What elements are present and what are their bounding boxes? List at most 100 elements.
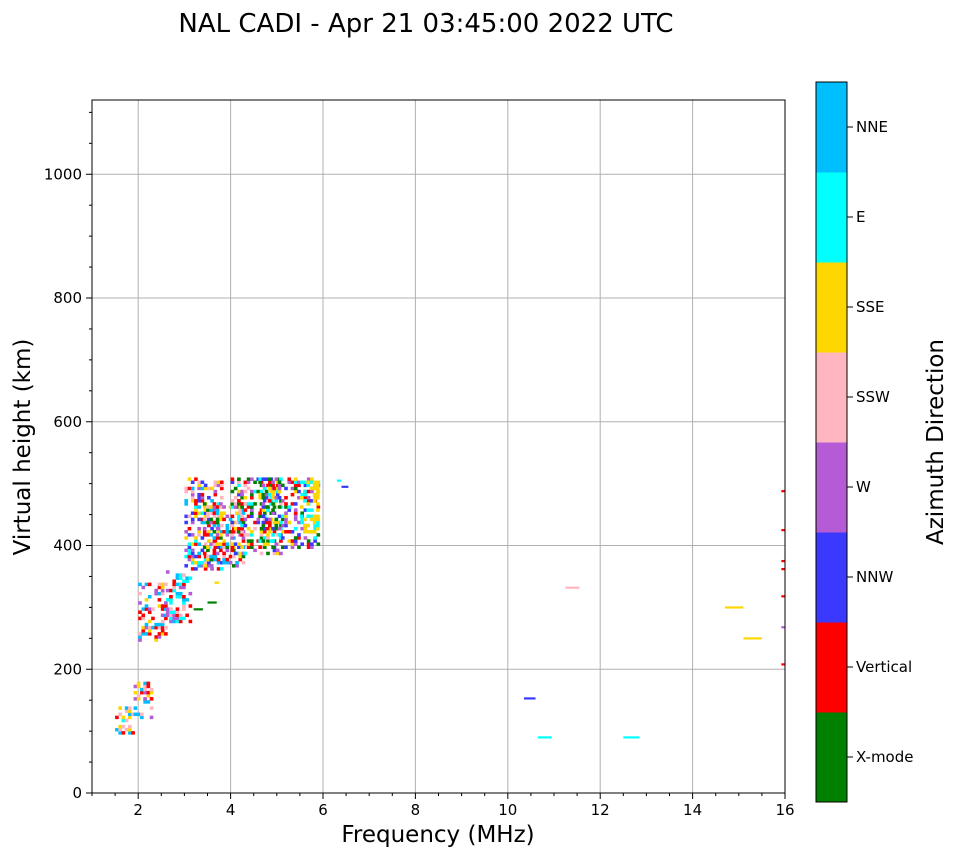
echo-cell: [261, 492, 266, 497]
echo-cell: [190, 489, 195, 494]
echo-cell: [136, 681, 141, 686]
echo-cell: [266, 499, 270, 503]
echo-cell: [175, 582, 180, 587]
echo-cell: [238, 520, 243, 525]
echo-cell: [262, 545, 267, 549]
echo-cell: [225, 542, 230, 546]
echo-cell: [182, 616, 186, 621]
echo-cell: [284, 523, 288, 528]
echo-cell: [293, 517, 298, 522]
echo-cell: [316, 486, 320, 491]
echo-cell: [250, 514, 254, 519]
echo-cell: [157, 622, 162, 627]
echo-cell: [187, 554, 192, 559]
echo-cell: [160, 585, 165, 590]
echo-cell: [182, 607, 186, 611]
echo-cell: [261, 508, 266, 512]
echo-cell: [182, 573, 186, 577]
echo-cell: [266, 483, 270, 488]
echo-cell: [178, 591, 183, 596]
echo-cell: [202, 551, 207, 556]
echo-cell: [144, 598, 149, 602]
echo-cell: [241, 536, 246, 540]
echo-cell: [157, 591, 162, 596]
echo-cell: [228, 517, 233, 522]
echo-cell: [293, 502, 298, 506]
colorbar-tick-label: NNW: [856, 568, 893, 586]
echo-cell: [203, 554, 208, 559]
echo-cell: [222, 557, 226, 562]
echo-cell: [266, 533, 270, 537]
echo-cell: [256, 489, 261, 494]
echo-cell: [272, 520, 277, 525]
echo-cell: [253, 520, 257, 525]
echo-cell: [138, 601, 142, 605]
echo-cell: [303, 492, 308, 497]
echo-cell: [312, 480, 317, 485]
echo-cell: [146, 681, 151, 686]
echo-cell: [178, 576, 183, 580]
echo-cell: [151, 607, 155, 611]
echo-cell: [149, 687, 154, 692]
echo-cell: [213, 480, 218, 485]
echo-cell: [157, 604, 162, 608]
echo-cell: [140, 712, 144, 717]
echo-cell: [277, 526, 282, 531]
echo-cell: [312, 517, 317, 522]
echo-cell: [200, 517, 205, 522]
echo-cell: [128, 706, 132, 710]
x-tick-label: 6: [318, 801, 328, 819]
echo-cell: [213, 508, 218, 512]
echo-cell: [197, 551, 201, 556]
echo-cell: [203, 567, 208, 571]
echo-cell: [207, 486, 211, 491]
echo-cell: [280, 536, 285, 540]
echo-cell: [219, 530, 224, 534]
echo-cell: [160, 629, 165, 633]
echo-cell: [300, 520, 304, 525]
echo-cell: [115, 728, 119, 732]
echo-cell: [160, 604, 165, 608]
echo-cell: [147, 629, 152, 633]
echo-cell: [287, 505, 292, 509]
echo-cell: [264, 520, 269, 525]
echo-cell: [206, 511, 210, 515]
x-tick-label: 16: [775, 801, 794, 819]
echo-cell: [144, 604, 149, 608]
echo-cell: [271, 508, 275, 512]
echo-cell: [118, 728, 122, 732]
echo-cell: [175, 591, 180, 596]
echo-cell: [316, 489, 320, 494]
echo-cell: [140, 715, 144, 720]
echo-trace: [781, 529, 785, 532]
echo-cell: [268, 530, 272, 534]
echo-cell: [256, 517, 261, 522]
echo-cell: [216, 557, 221, 562]
echo-cell: [297, 496, 301, 500]
echo-cell: [164, 632, 168, 636]
echo-cell: [246, 477, 251, 481]
echo-cell: [151, 625, 155, 630]
echo-cell: [197, 480, 201, 485]
echo-cell: [240, 533, 244, 537]
echo-cell: [230, 545, 235, 549]
echo-cell: [277, 505, 282, 509]
echo-cell: [172, 585, 177, 590]
echo-cell: [182, 595, 186, 599]
echo-cell: [274, 517, 279, 522]
echo-cell: [279, 539, 283, 543]
echo-cell: [124, 718, 129, 723]
echo-cell: [169, 601, 173, 605]
echo-cell: [277, 483, 282, 488]
echo-cell: [275, 483, 280, 488]
echo-cell: [128, 709, 132, 713]
echo-cell: [133, 697, 138, 701]
echo-cell: [165, 610, 170, 614]
echo-cell: [187, 557, 192, 562]
echo-cell: [160, 582, 165, 587]
echo-cell: [209, 517, 213, 522]
echo-cell: [280, 514, 285, 519]
echo-marks: [115, 477, 785, 739]
echo-cell: [279, 502, 283, 506]
